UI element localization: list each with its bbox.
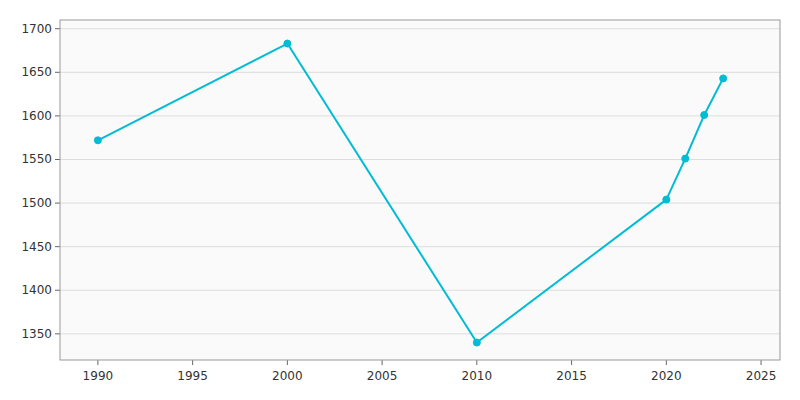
x-tick-label: 2000 bbox=[272, 369, 303, 383]
y-tick-label: 1350 bbox=[21, 327, 52, 341]
point bbox=[94, 137, 101, 144]
y-tick bbox=[55, 290, 60, 291]
y-tick-label: 1450 bbox=[21, 240, 52, 254]
grid-line bbox=[60, 246, 780, 247]
x-tick-label: 2025 bbox=[746, 369, 777, 383]
x-tick bbox=[666, 360, 667, 365]
x-tick bbox=[382, 360, 383, 365]
point bbox=[663, 196, 670, 203]
y-tick bbox=[55, 28, 60, 29]
y-tick-label: 1700 bbox=[21, 22, 52, 36]
x-tick bbox=[287, 360, 288, 365]
grid-line bbox=[60, 28, 780, 29]
grid-line bbox=[60, 159, 780, 160]
y-tick bbox=[55, 159, 60, 160]
grid-line bbox=[60, 72, 780, 73]
point bbox=[701, 112, 708, 119]
x-tick-label: 2010 bbox=[462, 369, 493, 383]
y-tick-label: 1650 bbox=[21, 65, 52, 79]
point bbox=[284, 40, 291, 47]
grid-line bbox=[60, 290, 780, 291]
y-tick bbox=[55, 246, 60, 247]
x-tick bbox=[571, 360, 572, 365]
point bbox=[473, 339, 480, 346]
line bbox=[98, 44, 723, 343]
point bbox=[682, 155, 689, 162]
series-group bbox=[94, 40, 726, 346]
grid-line bbox=[60, 333, 780, 334]
grid-line bbox=[60, 115, 780, 116]
x-tick-label: 1995 bbox=[177, 369, 208, 383]
plot-background bbox=[60, 20, 780, 360]
x-tick bbox=[761, 360, 762, 365]
y-tick-label: 1600 bbox=[21, 109, 52, 123]
x-tick-label: 2005 bbox=[367, 369, 398, 383]
chart-container: 1350 1400 1450 1500 1550 1600 1650 1700 1990 1995… bbox=[0, 0, 800, 400]
x-tick-label: 2020 bbox=[651, 369, 682, 383]
grid-line bbox=[60, 203, 780, 204]
x-tick bbox=[192, 360, 193, 365]
y-tick-label: 1400 bbox=[21, 283, 52, 297]
y-tick bbox=[55, 72, 60, 73]
chart-svg: 1350 1400 1450 1500 1550 1600 1650 1700 1990 1995… bbox=[0, 0, 800, 400]
x-tick bbox=[97, 360, 98, 365]
y-tick bbox=[55, 203, 60, 204]
x-axis: 1990 1995 2000 2005 2010 2015 2020 2025 bbox=[83, 360, 777, 383]
x-tick bbox=[476, 360, 477, 365]
plot-frame bbox=[60, 20, 780, 360]
y-tick bbox=[55, 115, 60, 116]
y-tick-label: 1550 bbox=[21, 152, 52, 166]
x-tick-label: 2015 bbox=[556, 369, 587, 383]
point bbox=[720, 75, 727, 82]
x-tick-label: 1990 bbox=[83, 369, 114, 383]
y-tick-label: 1500 bbox=[21, 196, 52, 210]
y-axis: 1350 1400 1450 1500 1550 1600 1650 1700 bbox=[21, 22, 780, 341]
y-tick bbox=[55, 333, 60, 334]
